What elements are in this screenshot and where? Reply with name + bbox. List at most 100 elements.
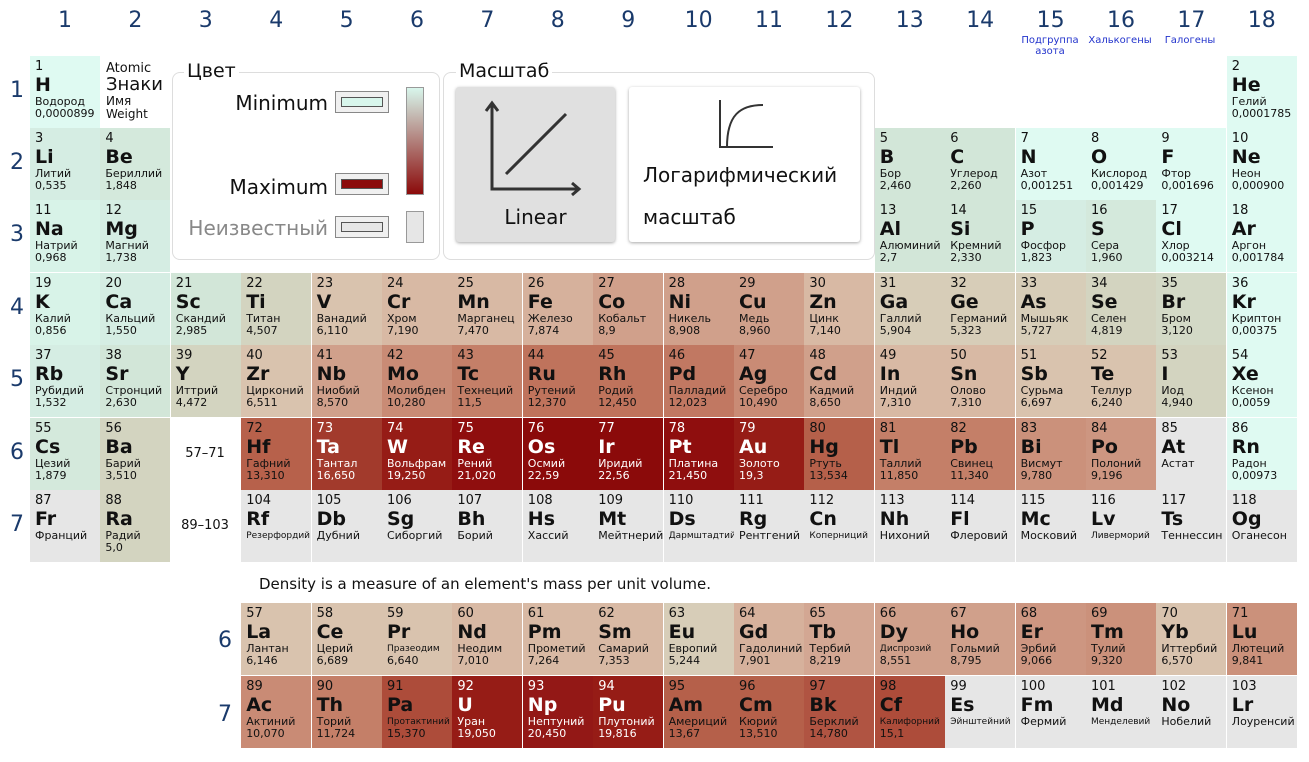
element-cell-re[interactable]: 75 Re Рений 21,020 bbox=[452, 418, 523, 490]
element-cell-cn[interactable]: 112 Cn Коперниций bbox=[804, 490, 875, 562]
element-cell-b[interactable]: 5 B Бор 2,460 bbox=[874, 128, 945, 200]
element-cell-rb[interactable]: 37 Rb Рубидий 1,532 bbox=[30, 345, 100, 417]
element-cell-ac[interactable]: 89 Ac Актиний 10,070 bbox=[241, 676, 312, 748]
element-cell-ti[interactable]: 22 Ti Титан 4,507 bbox=[241, 273, 312, 345]
element-cell-cd[interactable]: 48 Cd Кадмий 8,650 bbox=[804, 345, 875, 417]
element-cell-ce[interactable]: 58 Ce Церий 6,689 bbox=[311, 603, 382, 675]
element-cell-as[interactable]: 33 As Мышьяк 5,727 bbox=[1015, 273, 1086, 345]
element-cell-be[interactable]: 4 Be Бериллий 1,848 bbox=[100, 128, 171, 200]
element-cell-s[interactable]: 16 S Сера 1,960 bbox=[1086, 200, 1156, 272]
element-cell-ra[interactable]: 88 Ra Радий 5,0 bbox=[100, 490, 171, 562]
element-cell-dy[interactable]: 66 Dy Диспрозий 8,551 bbox=[874, 603, 945, 675]
element-cell-ag[interactable]: 47 Ag Серебро 10,490 bbox=[734, 345, 804, 417]
element-cell-k[interactable]: 19 K Калий 0,856 bbox=[30, 273, 100, 345]
element-cell-ts[interactable]: 117 Ts Теннессин bbox=[1156, 490, 1227, 562]
element-cell-db[interactable]: 105 Db Дубний bbox=[311, 490, 382, 562]
element-cell-pu[interactable]: 94 Pu Плутоний 19,816 bbox=[593, 676, 664, 748]
element-cell-hf[interactable]: 72 Hf Гафний 13,310 bbox=[241, 418, 312, 490]
element-cell-te[interactable]: 52 Te Теллур 6,240 bbox=[1086, 345, 1156, 417]
minimum-color-swatch[interactable] bbox=[335, 91, 389, 113]
element-cell-na[interactable]: 11 Na Натрий 0,968 bbox=[30, 200, 100, 272]
element-cell-sr[interactable]: 38 Sr Стронций 2,630 bbox=[100, 345, 171, 417]
element-cell-u[interactable]: 92 U Уран 19,050 bbox=[452, 676, 523, 748]
element-cell-fe[interactable]: 26 Fe Железо 7,874 bbox=[522, 273, 593, 345]
element-cell-tb[interactable]: 65 Tb Тербий 8,219 bbox=[804, 603, 875, 675]
element-cell-pd[interactable]: 46 Pd Палладий 12,023 bbox=[663, 345, 734, 417]
element-cell-rn[interactable]: 86 Rn Радон 0,00973 bbox=[1226, 418, 1297, 490]
element-cell-o[interactable]: 8 O Кислород 0,001429 bbox=[1086, 128, 1156, 200]
element-cell-i[interactable]: 53 I Иод 4,940 bbox=[1156, 345, 1227, 417]
element-cell-eu[interactable]: 63 Eu Европий 5,244 bbox=[663, 603, 734, 675]
element-cell-w[interactable]: 74 W Вольфрам 19,250 bbox=[382, 418, 452, 490]
element-cell-p[interactable]: 15 P Фосфор 1,823 bbox=[1015, 200, 1086, 272]
element-cell-cs[interactable]: 55 Cs Цезий 1,879 bbox=[30, 418, 100, 490]
element-cell-lv[interactable]: 116 Lv Ливерморий bbox=[1086, 490, 1156, 562]
element-cell-tm[interactable]: 69 Tm Тулий 9,320 bbox=[1086, 603, 1156, 675]
element-cell-yb[interactable]: 70 Yb Иттербий 6,570 bbox=[1156, 603, 1227, 675]
element-cell-hg[interactable]: 80 Hg Ртуть 13,534 bbox=[804, 418, 875, 490]
unknown-color-swatch[interactable] bbox=[335, 216, 389, 238]
element-cell-nd[interactable]: 60 Nd Неодим 7,010 bbox=[452, 603, 523, 675]
element-cell-au[interactable]: 79 Au Золото 19,3 bbox=[734, 418, 804, 490]
element-cell-bi[interactable]: 83 Bi Висмут 9,780 bbox=[1015, 418, 1086, 490]
element-cell-fm[interactable]: 100 Fm Фермий bbox=[1015, 676, 1086, 748]
element-cell-ni[interactable]: 28 Ni Никель 8,908 bbox=[663, 273, 734, 345]
element-cell-sn[interactable]: 50 Sn Олово 7,310 bbox=[945, 345, 1016, 417]
element-cell-c[interactable]: 6 C Углерод 2,260 bbox=[945, 128, 1016, 200]
element-cell-al[interactable]: 13 Al Алюминий 2,7 bbox=[874, 200, 945, 272]
element-cell-ge[interactable]: 32 Ge Германий 5,323 bbox=[945, 273, 1016, 345]
element-cell-tc[interactable]: 43 Tc Технеций 11,5 bbox=[452, 345, 523, 417]
element-cell-in[interactable]: 49 In Индий 7,310 bbox=[874, 345, 945, 417]
element-cell-fr[interactable]: 87 Fr Франций bbox=[30, 490, 100, 562]
maximum-color-swatch[interactable] bbox=[335, 173, 389, 195]
element-cell-sc[interactable]: 21 Sc Скандий 2,985 bbox=[170, 273, 241, 345]
element-cell-am[interactable]: 95 Am Америций 13,67 bbox=[663, 676, 734, 748]
element-cell-f[interactable]: 9 F Фтор 0,001696 bbox=[1156, 128, 1227, 200]
element-cell-es[interactable]: 99 Es Эйнштейний bbox=[945, 676, 1016, 748]
element-cell-mo[interactable]: 42 Mo Молибден 10,280 bbox=[382, 345, 452, 417]
element-cell-n[interactable]: 7 N Азот 0,001251 bbox=[1015, 128, 1086, 200]
element-cell-xe[interactable]: 54 Xe Ксенон 0,0059 bbox=[1226, 345, 1297, 417]
element-cell-ho[interactable]: 67 Ho Гольмий 8,795 bbox=[945, 603, 1016, 675]
element-cell-at[interactable]: 85 At Астат bbox=[1156, 418, 1227, 490]
element-cell-tl[interactable]: 81 Tl Таллий 11,850 bbox=[874, 418, 945, 490]
element-cell-mg[interactable]: 12 Mg Магний 1,738 bbox=[100, 200, 171, 272]
element-cell-os[interactable]: 76 Os Осмий 22,59 bbox=[522, 418, 593, 490]
element-cell-zr[interactable]: 40 Zr Цирконий 6,511 bbox=[241, 345, 312, 417]
element-cell-zn[interactable]: 30 Zn Цинк 7,140 bbox=[804, 273, 875, 345]
element-cell-ba[interactable]: 56 Ba Барий 3,510 bbox=[100, 418, 171, 490]
element-cell-la[interactable]: 57 La Лантан 6,146 bbox=[241, 603, 312, 675]
element-cell-cm[interactable]: 96 Cm Кюрий 13,510 bbox=[734, 676, 804, 748]
element-cell-sb[interactable]: 51 Sb Сурьма 6,697 bbox=[1015, 345, 1086, 417]
lanthanide-range[interactable]: 57–71 bbox=[185, 446, 225, 461]
element-cell-ta[interactable]: 73 Ta Тантал 16,650 bbox=[311, 418, 382, 490]
element-cell-fl[interactable]: 114 Fl Флеровий bbox=[945, 490, 1016, 562]
element-cell-ar[interactable]: 18 Ar Аргон 0,001784 bbox=[1226, 200, 1297, 272]
element-cell-he[interactable]: 2 He Гелий 0,0001785 bbox=[1226, 56, 1297, 128]
element-cell-ne[interactable]: 10 Ne Неон 0,000900 bbox=[1226, 128, 1297, 200]
element-cell-bk[interactable]: 97 Bk Берклий 14,780 bbox=[804, 676, 875, 748]
element-cell-nh[interactable]: 113 Nh Нихоний bbox=[874, 490, 945, 562]
element-cell-hs[interactable]: 108 Hs Хассий bbox=[522, 490, 593, 562]
linear-scale-button[interactable]: Linear bbox=[456, 87, 615, 242]
element-cell-po[interactable]: 84 Po Полоний 9,196 bbox=[1086, 418, 1156, 490]
element-cell-sg[interactable]: 106 Sg Сиборгий bbox=[382, 490, 452, 562]
element-cell-kr[interactable]: 36 Kr Криптон 0,00375 bbox=[1226, 273, 1297, 345]
element-cell-lr[interactable]: 103 Lr Лоуренсий bbox=[1226, 676, 1297, 748]
element-cell-pb[interactable]: 82 Pb Свинец 11,340 bbox=[945, 418, 1016, 490]
element-cell-nb[interactable]: 41 Nb Ниобий 8,570 bbox=[311, 345, 382, 417]
element-cell-se[interactable]: 34 Se Селен 4,819 bbox=[1086, 273, 1156, 345]
element-cell-no[interactable]: 102 No Нобелий bbox=[1156, 676, 1227, 748]
element-cell-cf[interactable]: 98 Cf Калифорний 15,1 bbox=[874, 676, 945, 748]
element-cell-y[interactable]: 39 Y Иттрий 4,472 bbox=[170, 345, 241, 417]
element-cell-li[interactable]: 3 Li Литий 0,535 bbox=[30, 128, 100, 200]
element-cell-mc[interactable]: 115 Mc Московий bbox=[1015, 490, 1086, 562]
element-cell-sm[interactable]: 62 Sm Самарий 7,353 bbox=[593, 603, 664, 675]
element-cell-ru[interactable]: 44 Ru Рутений 12,370 bbox=[522, 345, 593, 417]
element-cell-mn[interactable]: 25 Mn Марганец 7,470 bbox=[452, 273, 523, 345]
element-cell-rh[interactable]: 45 Rh Родий 12,450 bbox=[593, 345, 664, 417]
element-cell-md[interactable]: 101 Md Менделевий bbox=[1086, 676, 1156, 748]
element-cell-gd[interactable]: 64 Gd Гадолиний 7,901 bbox=[734, 603, 804, 675]
element-cell-rg[interactable]: 111 Rg Рентгений bbox=[734, 490, 804, 562]
element-cell-br[interactable]: 35 Br Бром 3,120 bbox=[1156, 273, 1227, 345]
